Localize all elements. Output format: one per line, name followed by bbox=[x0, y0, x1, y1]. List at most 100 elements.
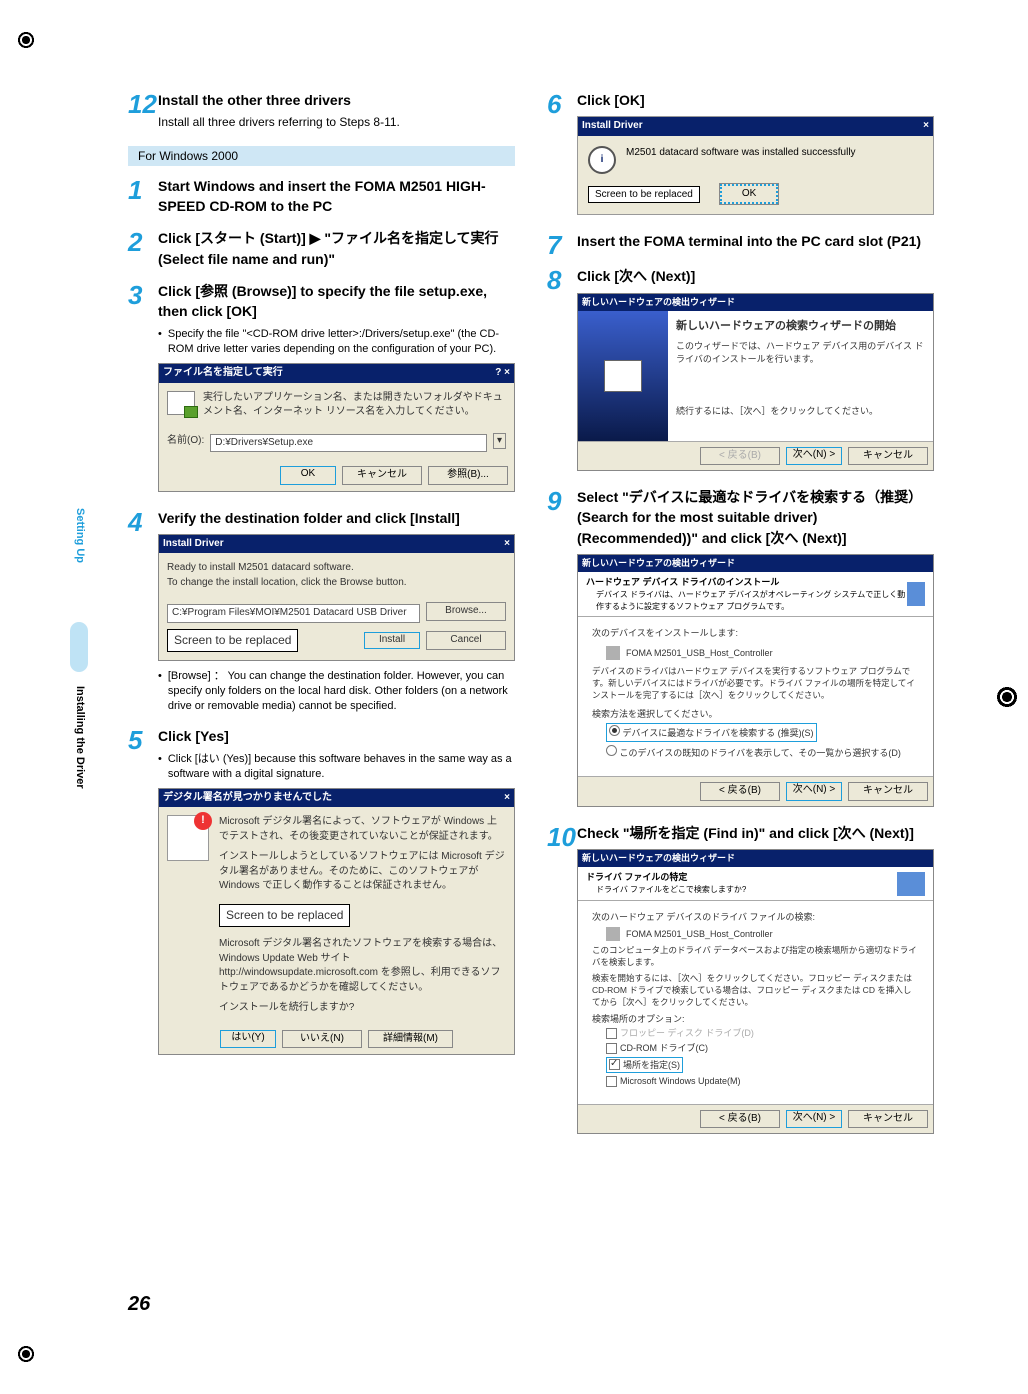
step-number-8: 8 bbox=[547, 266, 577, 479]
dialog-title: 新しいハードウェアの検出ウィザード bbox=[578, 294, 933, 311]
wizard-text: 続行するには、［次へ］をクリックしてください。 bbox=[676, 405, 925, 418]
step-title: Check "場所を指定 (Find in)" and click [次へ (N… bbox=[577, 823, 934, 843]
side-tab-chapter: Setting Up bbox=[74, 508, 86, 563]
yes-button[interactable]: はい(Y) bbox=[220, 1030, 276, 1049]
wizard-icon bbox=[604, 360, 642, 392]
driver-install-wizard-screenshot: 新しいハードウェアの検出ウィザード ハードウェア デバイス ドライバのインストー… bbox=[577, 554, 934, 807]
dropdown-icon[interactable]: ▾ bbox=[493, 433, 506, 450]
next-button[interactable]: 次へ(N) > bbox=[786, 782, 842, 801]
cancel-button[interactable]: キャンセル bbox=[848, 782, 928, 801]
wizard-text: 検索を開始するには、［次へ］をクリックしてください。フロッピー ディスクまたは … bbox=[592, 973, 919, 1009]
checkbox-specify[interactable]: ✓ bbox=[609, 1059, 620, 1070]
wizard-text: デバイスのドライバはハードウェア デバイスを実行するソフトウェア プログラムです… bbox=[592, 666, 919, 702]
step-bullet: Specify the file "<CD-ROM drive letter>:… bbox=[158, 327, 515, 357]
cancel-button[interactable]: キャンセル bbox=[342, 466, 422, 485]
cancel-button[interactable]: キャンセル bbox=[848, 447, 928, 466]
step-number-9: 9 bbox=[547, 487, 577, 815]
replace-label: Screen to be replaced bbox=[588, 186, 700, 203]
step-title: Install the other three drivers bbox=[158, 90, 515, 110]
dialog-title: Install Driver bbox=[582, 119, 643, 134]
crop-mark bbox=[14, 28, 38, 52]
browse-button[interactable]: Browse... bbox=[426, 602, 506, 621]
side-tab-pill bbox=[70, 622, 88, 672]
step-title: Click [OK] bbox=[577, 90, 934, 110]
no-button[interactable]: いいえ(N) bbox=[282, 1030, 362, 1049]
device-icon bbox=[606, 927, 620, 941]
wizard-icon bbox=[897, 872, 925, 896]
side-tab-section: Installing the Driver bbox=[74, 686, 86, 789]
dialog-title: デジタル署名が見つかりませんでした bbox=[163, 791, 332, 806]
wizard-heading: 新しいハードウェアの検索ウィザードの開始 bbox=[676, 319, 925, 334]
cancel-button[interactable]: キャンセル bbox=[848, 1110, 928, 1129]
dialog-text: 実行したいアプリケーション名、または開きたいフォルダやドキュメント名、インターネ… bbox=[203, 391, 506, 420]
dialog-text: M2501 datacard software was installed su… bbox=[626, 146, 856, 161]
warning-icon: ! bbox=[167, 815, 209, 1015]
dialog-text: Microsoft デジタル署名されたソフトウェアを検索する場合は、Window… bbox=[219, 937, 506, 995]
step-number-10: 10 bbox=[547, 823, 577, 1143]
close-icon: × bbox=[504, 537, 510, 552]
path-input[interactable]: C:¥Program Files¥MOI¥M2501 Datacard USB … bbox=[167, 604, 420, 623]
radio-recommended[interactable] bbox=[609, 725, 620, 736]
step-bullet: Click [はい (Yes)] because this software b… bbox=[158, 752, 515, 782]
step-title: Click [参照 (Browse)] to specify the file … bbox=[158, 281, 515, 322]
wizard-heading: ハードウェア デバイス ドライバのインストール bbox=[586, 576, 907, 589]
step-number-6: 6 bbox=[547, 90, 577, 223]
wizard-text: 次のデバイスをインストールします: bbox=[592, 627, 919, 640]
dialog-text: Ready to install M2501 datacard software… bbox=[167, 561, 506, 576]
hardware-wizard-screenshot: 新しいハードウェアの検出ウィザード 新しいハードウェアの検索ウィザードの開始 こ… bbox=[577, 293, 934, 472]
install-driver-screenshot: Install Driver × Ready to install M2501 … bbox=[158, 534, 515, 661]
radio-list[interactable] bbox=[606, 745, 617, 756]
wizard-subtext: デバイス ドライバは、ハードウェア デバイスがオペレーティング システムで正しく… bbox=[596, 589, 907, 612]
step-number-4: 4 bbox=[128, 508, 158, 718]
ok-button[interactable]: OK bbox=[280, 466, 336, 485]
step-number-12: 12 bbox=[128, 90, 158, 132]
dialog-text: To change the install location, click th… bbox=[167, 576, 506, 591]
checkbox-floppy[interactable] bbox=[606, 1028, 617, 1039]
crop-mark bbox=[992, 682, 1022, 712]
run-icon bbox=[167, 391, 195, 415]
wizard-heading: ドライバ ファイルの特定 bbox=[586, 871, 746, 884]
wizard-sidebar bbox=[578, 311, 668, 441]
next-button[interactable]: 次へ(N) > bbox=[786, 447, 842, 466]
step-number-3: 3 bbox=[128, 281, 158, 500]
section-header-win2000: For Windows 2000 bbox=[128, 146, 515, 166]
ok-button[interactable]: OK bbox=[720, 184, 778, 205]
detail-button[interactable]: 詳細情報(M) bbox=[368, 1030, 453, 1049]
step-title: Click [Yes] bbox=[158, 726, 515, 746]
wizard-icon bbox=[907, 582, 925, 606]
checkbox-cdrom[interactable] bbox=[606, 1043, 617, 1054]
replace-label: Screen to be replaced bbox=[167, 629, 298, 652]
step-title: Verify the destination folder and click … bbox=[158, 508, 515, 528]
step-number-7: 7 bbox=[547, 231, 577, 258]
signature-dialog-screenshot: デジタル署名が見つかりませんでした × ! Microsoft デジタル署名によ… bbox=[158, 788, 515, 1055]
next-button[interactable]: 次へ(N) > bbox=[786, 1110, 842, 1129]
step-number-1: 1 bbox=[128, 176, 158, 221]
step-bullet: [Browse] ： You can change the destinatio… bbox=[158, 669, 515, 714]
device-name: FOMA M2501_USB_Host_Controller bbox=[626, 647, 773, 660]
device-name: FOMA M2501_USB_Host_Controller bbox=[626, 928, 773, 941]
dialog-title: Install Driver bbox=[163, 537, 224, 552]
browse-button[interactable]: 参照(B)... bbox=[428, 466, 508, 485]
dialog-title: ファイル名を指定して実行 bbox=[163, 366, 283, 381]
step-title: Click [スタート (Start)] ▶ "ファイル名を指定して実行 (Se… bbox=[158, 228, 515, 269]
install-button[interactable]: Install bbox=[364, 632, 420, 649]
replace-label: Screen to be replaced bbox=[219, 904, 350, 927]
wizard-text: このコンピュータ上のドライバ データベースおよび指定の検索場所から適切なドライバ… bbox=[592, 945, 919, 969]
wizard-subtext: ドライバ ファイルをどこで検索しますか? bbox=[596, 884, 746, 896]
back-button[interactable]: < 戻る(B) bbox=[700, 447, 780, 466]
dialog-text: インストールを続行しますか? bbox=[219, 1001, 506, 1016]
back-button[interactable]: < 戻る(B) bbox=[700, 1110, 780, 1129]
step-number-5: 5 bbox=[128, 726, 158, 1063]
name-input[interactable]: D:¥Drivers¥Setup.exe bbox=[210, 434, 487, 453]
cancel-button[interactable]: Cancel bbox=[426, 631, 506, 650]
wizard-text: 検索方法を選択してください。 bbox=[592, 708, 919, 721]
dialog-help-close: ? × bbox=[495, 366, 510, 381]
back-button[interactable]: < 戻る(B) bbox=[700, 782, 780, 801]
dialog-title: 新しいハードウェアの検出ウィザード bbox=[578, 555, 933, 572]
step-desc: Install all three drivers referring to S… bbox=[158, 114, 515, 131]
checkbox-winupdate[interactable] bbox=[606, 1076, 617, 1087]
step-title: Select "デバイスに最適なドライバを検索する（推奨）(Search for… bbox=[577, 487, 934, 548]
step-number-2: 2 bbox=[128, 228, 158, 273]
info-icon: i bbox=[588, 146, 616, 174]
driver-file-locate-screenshot: 新しいハードウェアの検出ウィザード ドライバ ファイルの特定 ドライバ ファイル… bbox=[577, 849, 934, 1134]
